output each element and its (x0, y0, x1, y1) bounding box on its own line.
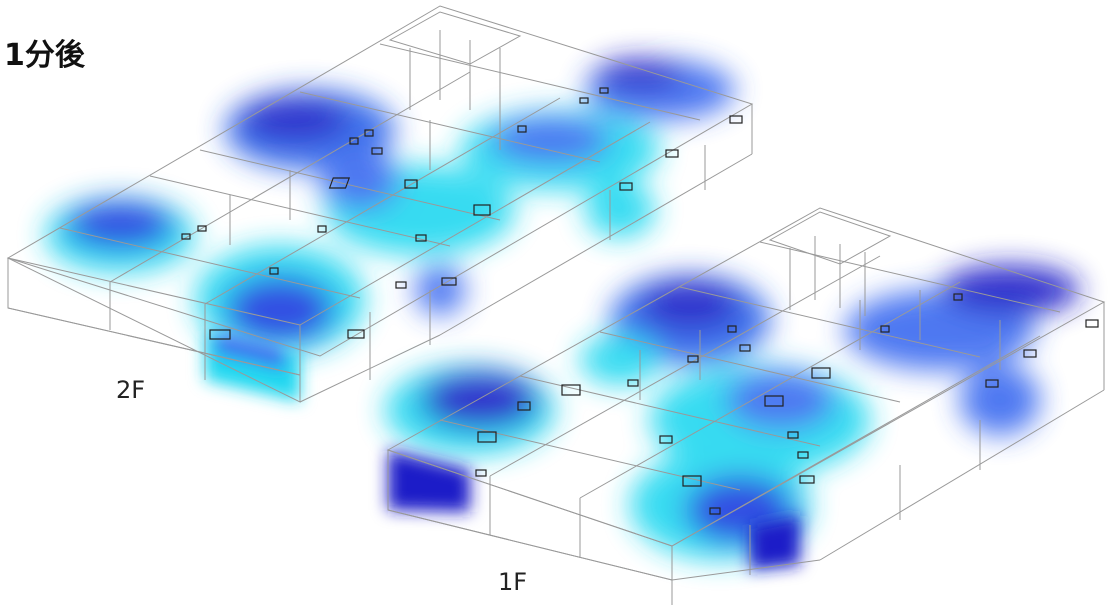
floor-1f-model (385, 207, 1106, 605)
floor-1f-wireframe (386, 207, 1106, 605)
floor-2f-wireframe (6, 5, 754, 403)
floor-2f-model (6, 5, 754, 403)
floor-1f-vents (475, 293, 1099, 515)
floor-label-1f: 1F (498, 568, 528, 596)
floor-1f-concentration-field (385, 265, 1080, 560)
floor-label-2f: 2F (116, 376, 146, 404)
floor-1f-front-face (388, 450, 800, 570)
page-title: 1分後 (4, 38, 85, 73)
floor-2f-vents (181, 87, 743, 340)
floor-2f-front-face (205, 330, 300, 402)
floor-2f-concentration-field (45, 59, 735, 355)
